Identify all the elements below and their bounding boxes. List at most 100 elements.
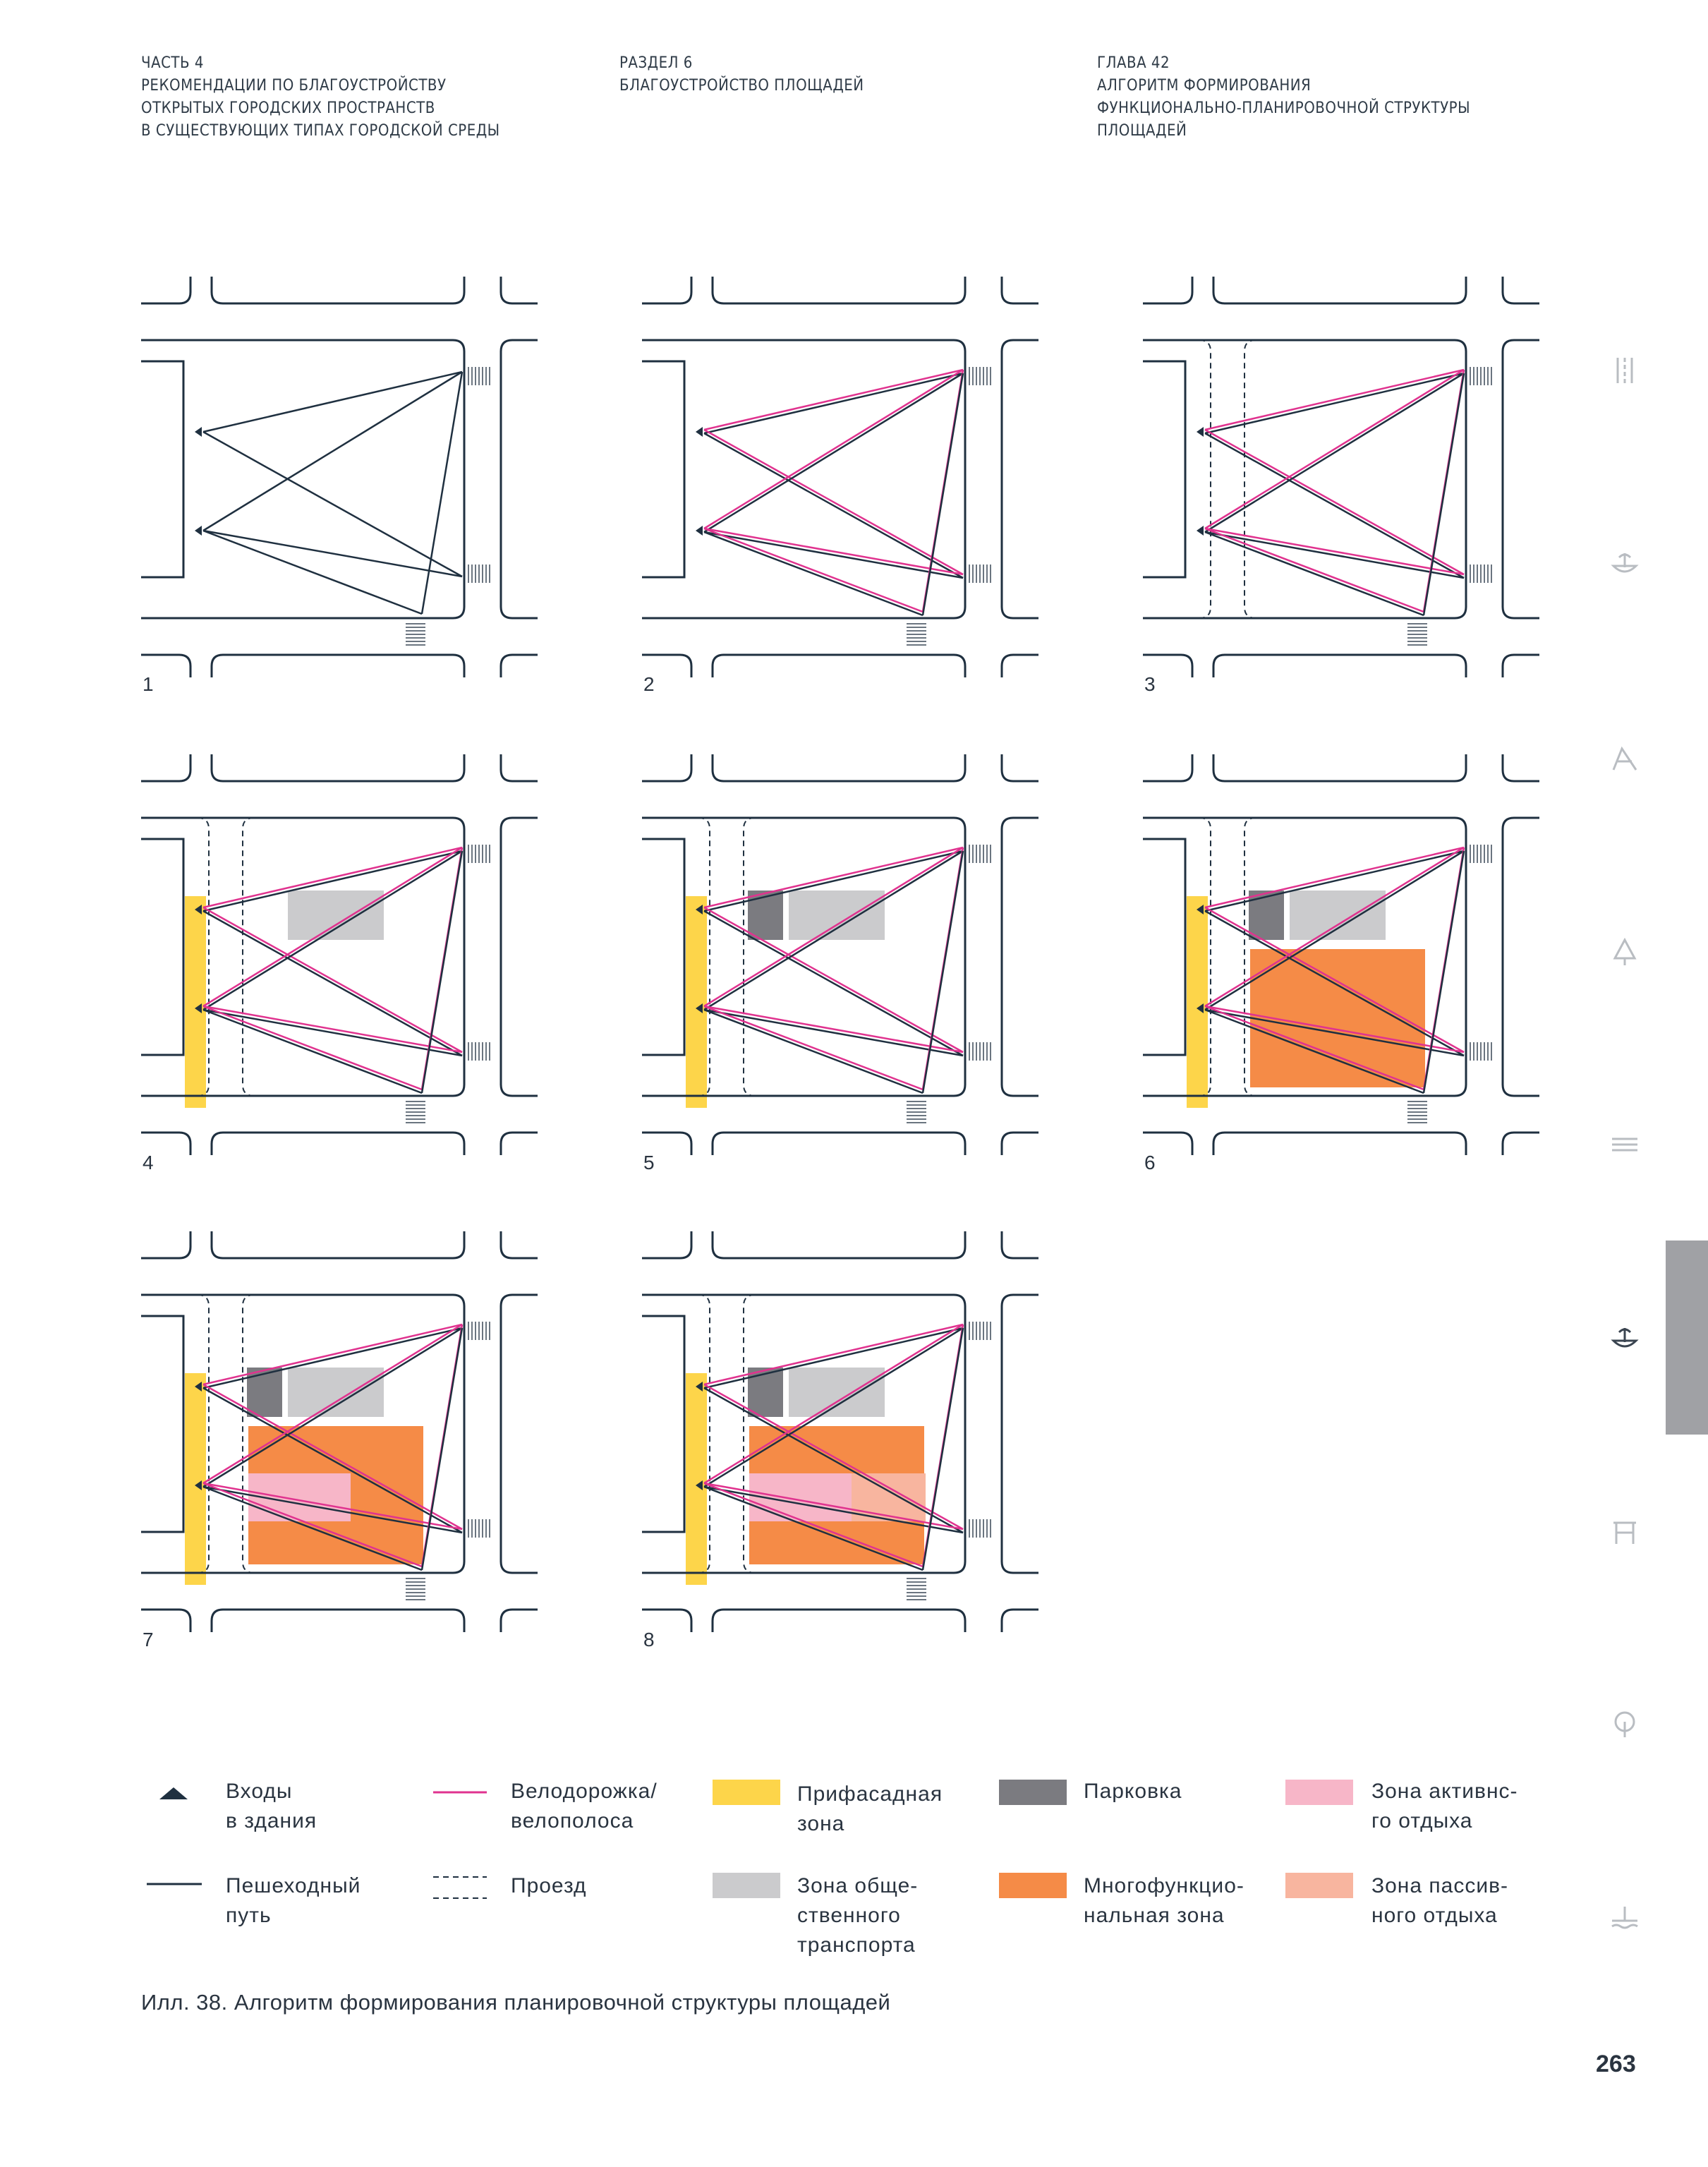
square-outline (642, 816, 967, 1097)
drive-lane (743, 817, 756, 1097)
curb-line (1000, 816, 1038, 1097)
section-tab (1666, 1241, 1708, 1435)
building-outline (141, 1315, 185, 1533)
bike-path (1204, 1005, 1424, 1091)
fountain-icon (1611, 1328, 1639, 1348)
pedestrian-path (1204, 531, 1465, 579)
pedestrian-path (703, 531, 964, 579)
building-outline (1143, 360, 1187, 579)
header-line: В СУЩЕСТВУЮЩИХ ТИПАХ ГОРОДСКОЙ СРЕДЫ (141, 122, 500, 140)
fountain-icon (1611, 553, 1639, 573)
curb-line (711, 653, 967, 677)
curb-line (1212, 1131, 1467, 1155)
bike-path (202, 1005, 423, 1091)
header-line: ОТКРЫТЫХ ГОРОДСКИХ ПРОСТРАНСТВ (141, 99, 435, 117)
header-line: БЛАГОУСТРОЙСТВО ПЛОЩАДЕЙ (619, 77, 864, 95)
pedestrian-path (921, 850, 964, 1094)
transport-zone (288, 1368, 384, 1417)
legend-active-label: Зона активнс- го отдыха (1371, 1780, 1518, 1833)
bike-path (202, 1323, 463, 1386)
plan-diagram (642, 754, 1038, 1155)
pedestrian-path (1204, 1008, 1465, 1057)
curb-line (711, 1608, 967, 1632)
header-line: ГЛАВА 42 (1097, 54, 1170, 72)
curb-line (499, 277, 538, 305)
transport-zone (288, 891, 384, 940)
plan-diagram (141, 277, 538, 677)
pedestrian-path (1204, 372, 1465, 435)
entrance-marker (195, 526, 202, 536)
legend-active-swatch (1285, 1780, 1353, 1805)
bike-path (703, 1005, 923, 1091)
pedestrian-path (1204, 910, 1465, 1057)
curb-line (1501, 754, 1539, 783)
bike-path (202, 1323, 463, 1485)
entrance-marker (696, 1382, 703, 1392)
bike-path (703, 846, 964, 1008)
curb-line (1501, 816, 1539, 1097)
entrance-marker (195, 905, 202, 915)
square-outline (642, 1293, 967, 1574)
curb-line (210, 1231, 466, 1260)
curb-line (210, 653, 466, 677)
header-line: ФУНКЦИОНАЛЬНО-ПЛАНИРОВОЧНОЙ СТРУКТУРЫ (1097, 99, 1471, 117)
legend (147, 1780, 1353, 1899)
parking-zone (748, 891, 783, 940)
playground-icon (1612, 746, 1637, 771)
curb-line (711, 1131, 967, 1155)
pedestrian-path (202, 529, 463, 578)
curb-line (642, 1608, 693, 1632)
legend-entrances-label: Входы в здания (226, 1780, 317, 1833)
bike-path (1204, 1005, 1465, 1054)
parking-zone (748, 1368, 783, 1417)
pedestrian-path (202, 910, 463, 1057)
curb-line (499, 1608, 538, 1632)
curb-line (1143, 754, 1194, 783)
curb-line (711, 754, 967, 783)
pedestrian-path (202, 1327, 463, 1488)
pedestrian-path (202, 1485, 423, 1571)
header-line: РАЗДЕЛ 6 (619, 54, 693, 72)
pedestrian-path (703, 1008, 964, 1057)
curb-line (1000, 1131, 1038, 1155)
pedestrian-path (1204, 531, 1424, 617)
waterfront-icon (1611, 1907, 1638, 1929)
curb-line (1143, 277, 1194, 305)
curb-line (499, 339, 538, 620)
figure-caption: Илл. 38. Алгоритм формирования планирово… (141, 1990, 891, 2015)
bike-path (703, 1482, 923, 1568)
bike-path (703, 527, 964, 576)
curb-line (499, 1131, 538, 1155)
icon-stroke (1618, 553, 1632, 559)
plan-diagram (1143, 754, 1539, 1155)
bike-path (703, 1005, 964, 1054)
plan-diagram (1143, 277, 1539, 677)
curb-line (1000, 754, 1038, 783)
bike-path (1204, 368, 1465, 530)
curb-line (1143, 1131, 1194, 1155)
facade-zone (185, 896, 206, 1108)
icon-stroke (1611, 1907, 1638, 1929)
icon-stroke (1612, 746, 1637, 771)
legend-pedestrian-label: Пешеходный путь (226, 1874, 361, 1927)
transport-zone (789, 1368, 885, 1417)
legend-multi-swatch (999, 1873, 1067, 1898)
diagram-number: 4 (143, 1152, 154, 1173)
pedestrian-path (202, 1485, 463, 1534)
entrance-marker (1197, 526, 1204, 536)
curb-line (210, 754, 466, 783)
curb-line (1000, 653, 1038, 677)
plan-diagram (141, 1231, 538, 1632)
square-outline (141, 816, 466, 1097)
drive-lane (1199, 339, 1211, 619)
header-line: РЕКОМЕНДАЦИИ ПО БЛАГОУСТРОЙСТВУ (141, 77, 447, 95)
curb-line (141, 1608, 192, 1632)
tree-icon (1613, 937, 1637, 965)
curb-line (1000, 1293, 1038, 1574)
plan-diagram (642, 277, 1038, 677)
plan-diagram (642, 1231, 1038, 1632)
park-tree-icon (1614, 1711, 1635, 1737)
page-number: 263 (1596, 2051, 1636, 2077)
bench-icon (1613, 1521, 1636, 1544)
